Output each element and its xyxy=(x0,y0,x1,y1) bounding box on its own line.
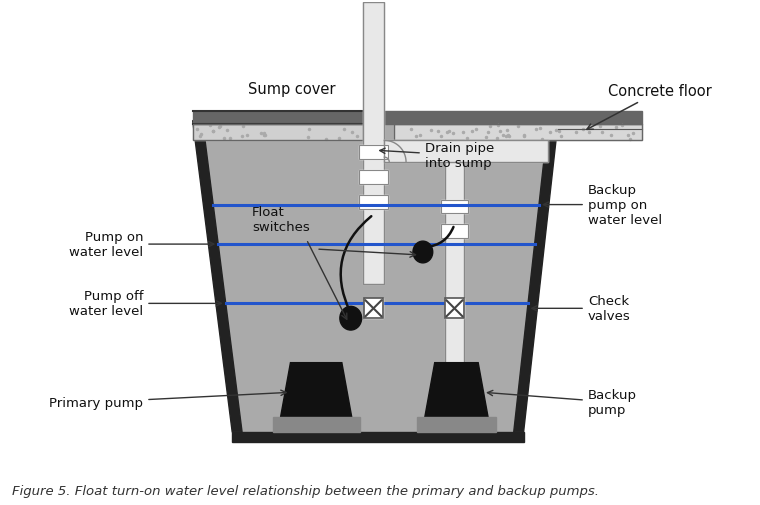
Polygon shape xyxy=(192,121,242,432)
Bar xyxy=(441,200,468,214)
Bar xyxy=(445,299,464,319)
Bar xyxy=(363,3,385,284)
Polygon shape xyxy=(359,171,388,184)
Polygon shape xyxy=(363,3,385,284)
Text: Primary pump: Primary pump xyxy=(49,390,287,409)
Polygon shape xyxy=(417,417,496,432)
Polygon shape xyxy=(192,112,363,124)
Text: Sump cover: Sump cover xyxy=(248,82,335,97)
Polygon shape xyxy=(441,200,468,214)
Polygon shape xyxy=(359,146,388,160)
Bar xyxy=(445,141,464,427)
Bar xyxy=(441,225,468,239)
Polygon shape xyxy=(514,121,558,432)
Bar xyxy=(394,124,642,141)
Bar xyxy=(363,299,383,319)
Polygon shape xyxy=(232,432,524,442)
Polygon shape xyxy=(385,141,406,163)
Text: Figure 5. Float turn-on water level relationship between the primary and backup : Figure 5. Float turn-on water level rela… xyxy=(12,484,599,496)
Text: Drain pipe
into sump: Drain pipe into sump xyxy=(380,142,494,170)
Ellipse shape xyxy=(413,242,432,263)
Polygon shape xyxy=(363,299,383,319)
Text: Pump on
water level: Pump on water level xyxy=(69,231,214,259)
Polygon shape xyxy=(280,363,352,417)
Bar xyxy=(385,141,548,163)
Polygon shape xyxy=(394,124,642,141)
Text: Float
switches: Float switches xyxy=(252,206,309,234)
Bar xyxy=(192,124,363,141)
Bar xyxy=(359,195,388,209)
Text: Pump off
water level: Pump off water level xyxy=(69,290,221,318)
Text: Check
valves: Check valves xyxy=(532,295,631,323)
Polygon shape xyxy=(273,417,359,432)
Text: Concrete floor: Concrete floor xyxy=(587,84,711,130)
Polygon shape xyxy=(359,195,388,209)
Polygon shape xyxy=(425,363,488,417)
Ellipse shape xyxy=(340,307,362,330)
Polygon shape xyxy=(385,112,642,124)
Bar xyxy=(359,171,388,184)
Polygon shape xyxy=(441,225,468,239)
Text: Backup
pump on
water level: Backup pump on water level xyxy=(543,184,662,227)
Bar xyxy=(359,146,388,160)
Polygon shape xyxy=(445,141,464,427)
Polygon shape xyxy=(385,141,548,163)
Polygon shape xyxy=(202,121,548,432)
Polygon shape xyxy=(445,299,464,319)
Polygon shape xyxy=(192,124,363,141)
Text: Backup
pump: Backup pump xyxy=(487,388,637,416)
